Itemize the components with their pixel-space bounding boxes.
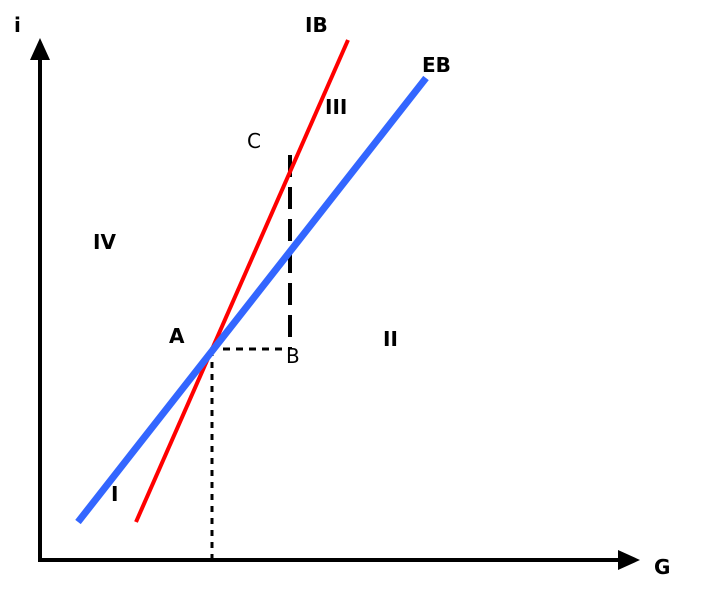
y-axis-arrow-icon [30, 38, 50, 60]
eb-curve [75, 75, 429, 525]
region-ii: II [383, 327, 398, 351]
ib-curve [134, 39, 350, 523]
point-b: B [286, 344, 300, 368]
x-axis-label: G [654, 555, 670, 579]
point-a: A [169, 324, 185, 348]
eb-label: EB [422, 53, 451, 77]
region-iii: III [325, 95, 347, 119]
point-c: C [247, 129, 261, 153]
ib-label: IB [305, 13, 328, 37]
region-i: I [111, 482, 118, 506]
y-axis-label: i [14, 13, 21, 37]
region-iv: IV [93, 230, 116, 254]
x-axis-arrow-icon [618, 550, 640, 570]
